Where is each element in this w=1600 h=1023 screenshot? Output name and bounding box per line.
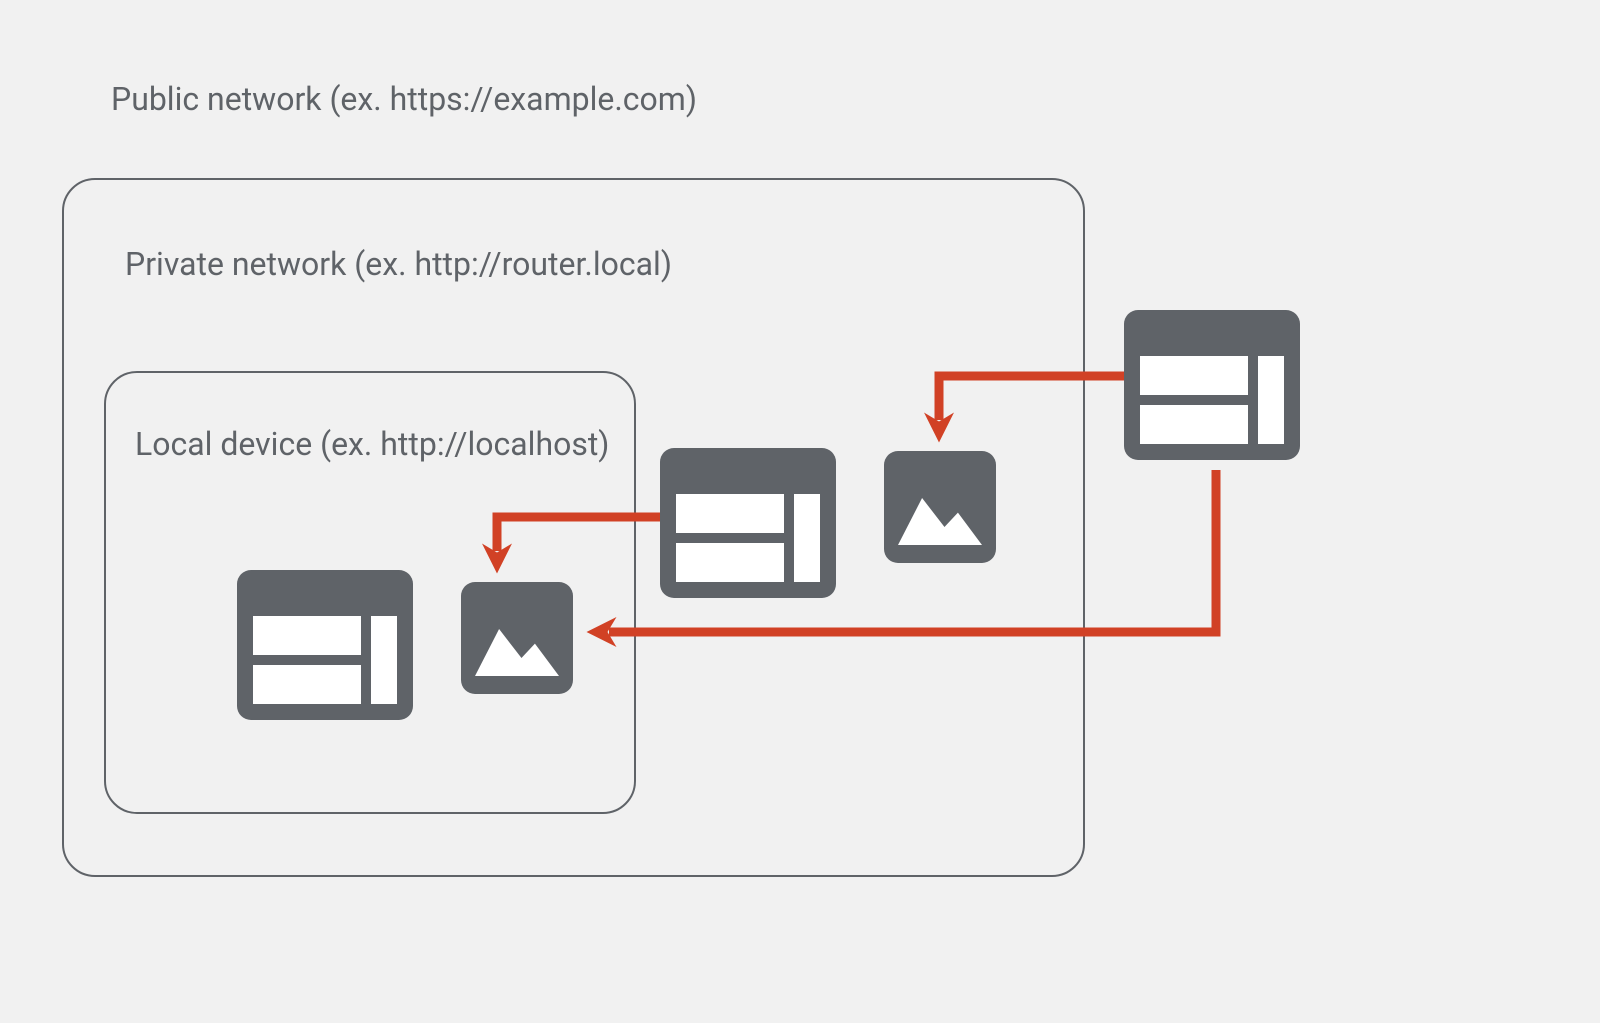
edges	[497, 376, 1216, 632]
image-icon	[461, 582, 573, 694]
public-network-label: Public network (ex. https://example.com)	[111, 80, 697, 118]
image-icon	[884, 451, 996, 563]
local-device-label: Local device (ex. http://localhost)	[135, 425, 609, 463]
network-diagram: Private network (ex. http://router.local…	[0, 0, 1600, 1023]
browser-window-icon	[660, 448, 836, 598]
request-arrow	[939, 376, 1124, 420]
private-network-label: Private network (ex. http://router.local…	[125, 245, 672, 283]
browser-window-icon	[1124, 310, 1300, 460]
browser-window-icon	[237, 570, 413, 720]
